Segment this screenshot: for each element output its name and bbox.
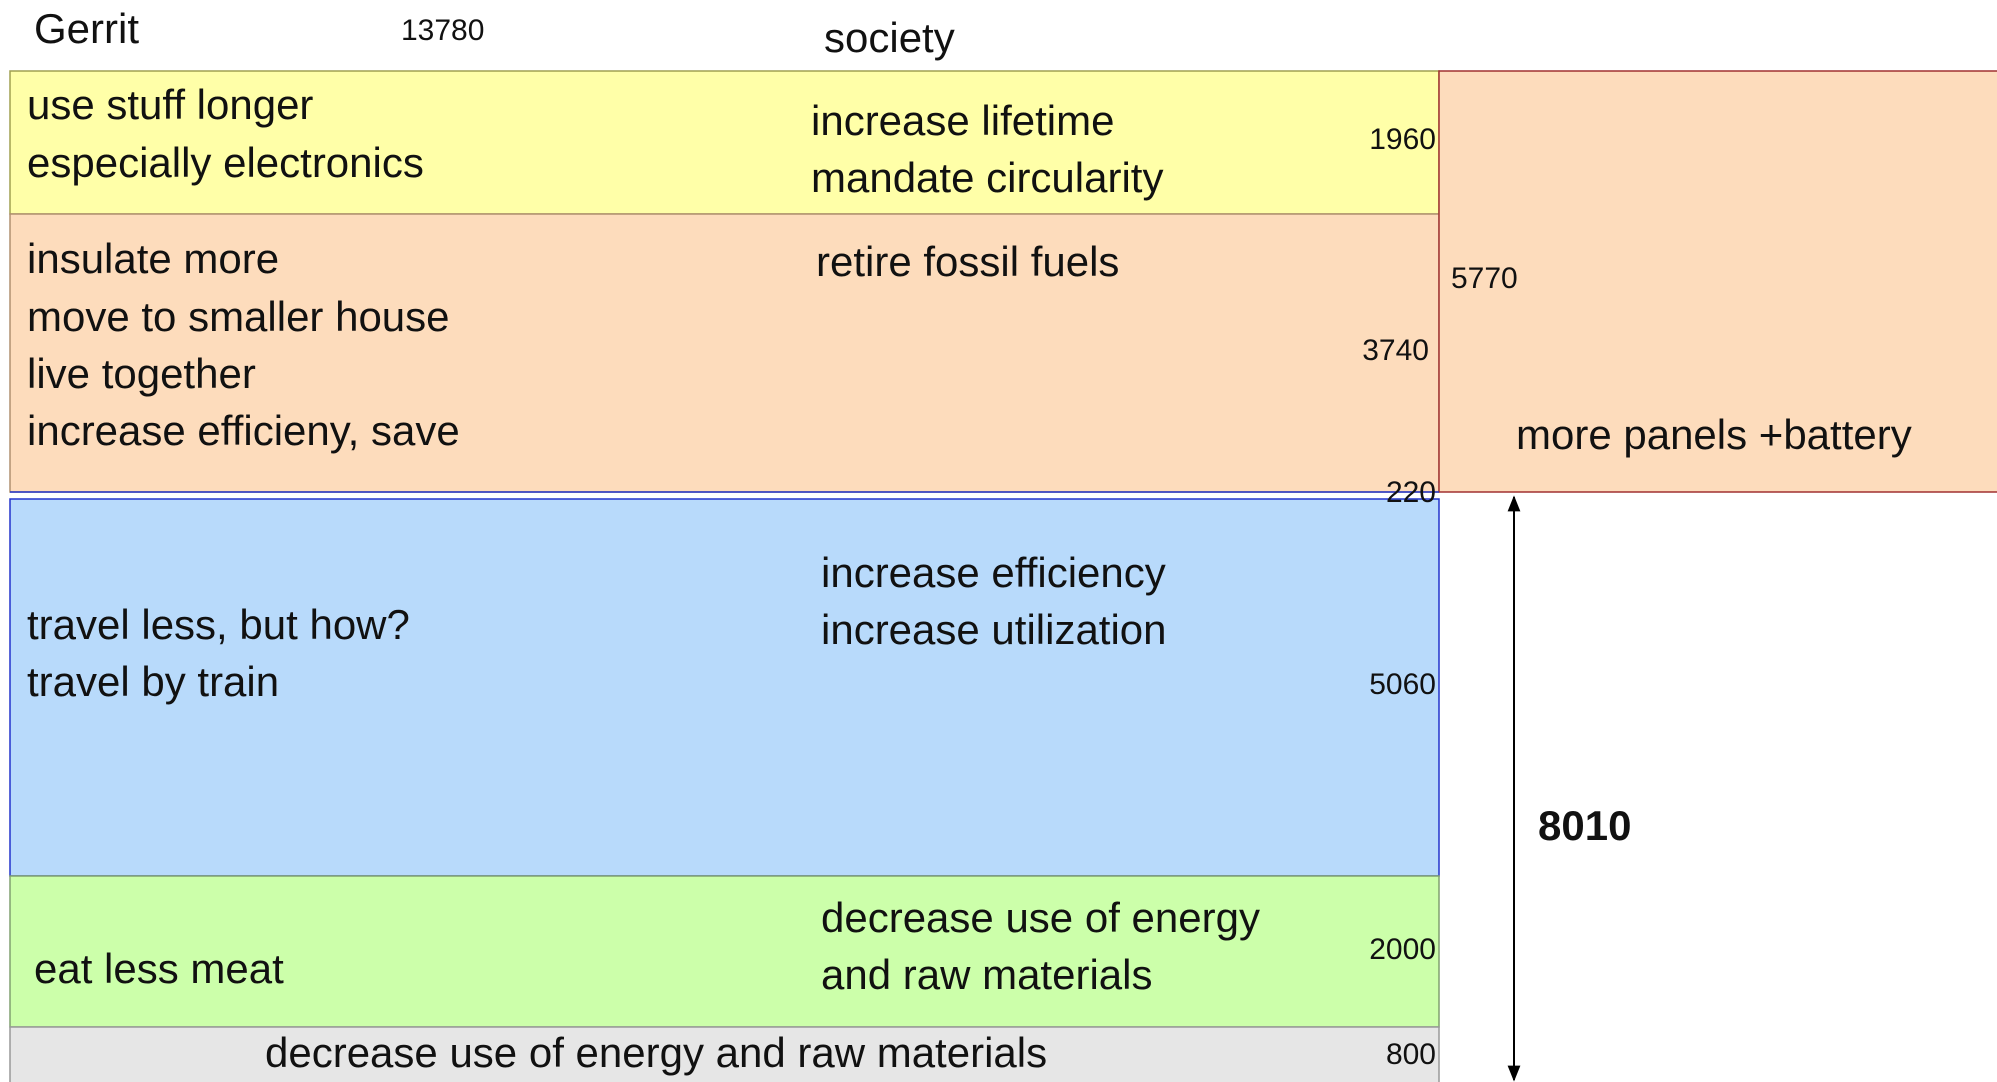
society-text: increase efficiency — [821, 549, 1166, 596]
value: 1960 — [1369, 123, 1436, 156]
column-title: society — [824, 14, 955, 61]
value: 3740 — [1362, 334, 1429, 367]
left-text: increase efficieny, save — [27, 407, 460, 454]
left-text: use stuff longer — [27, 81, 313, 128]
span-value: 8010 — [1538, 802, 1631, 849]
left-text: insulate more — [27, 235, 279, 282]
name: Gerrit — [34, 5, 139, 52]
boundary-value: 220 — [1386, 476, 1436, 509]
block-green — [9, 875, 1440, 1028]
block-yellow — [9, 70, 1440, 215]
value: 5060 — [1369, 668, 1436, 701]
block-blue — [9, 498, 1440, 877]
society-text: increase utilization — [821, 606, 1167, 653]
left-text: move to smaller house — [27, 293, 450, 340]
left-text: decrease use of energy and raw materials — [265, 1029, 1047, 1076]
value: 800 — [1386, 1038, 1436, 1071]
total: 13780 — [401, 14, 484, 47]
side-value: 5770 — [1451, 262, 1518, 295]
left-text: live together — [27, 350, 256, 397]
block-orange — [9, 213, 1440, 493]
society-text: mandate circularity — [811, 154, 1163, 201]
block-gray — [9, 1026, 1440, 1082]
left-text: eat less meat — [34, 945, 284, 992]
society-text: retire fossil fuels — [816, 238, 1119, 285]
left-text: travel by train — [27, 658, 279, 705]
society-text: and raw materials — [821, 951, 1152, 998]
side-label: more panels +battery — [1516, 411, 1912, 458]
society-text: increase lifetime — [811, 97, 1114, 144]
left-text: travel less, but how? — [27, 601, 410, 648]
value: 2000 — [1369, 933, 1436, 966]
society-text: decrease use of energy — [821, 894, 1260, 941]
block-side — [1438, 70, 1997, 493]
left-text: especially electronics — [27, 139, 424, 186]
